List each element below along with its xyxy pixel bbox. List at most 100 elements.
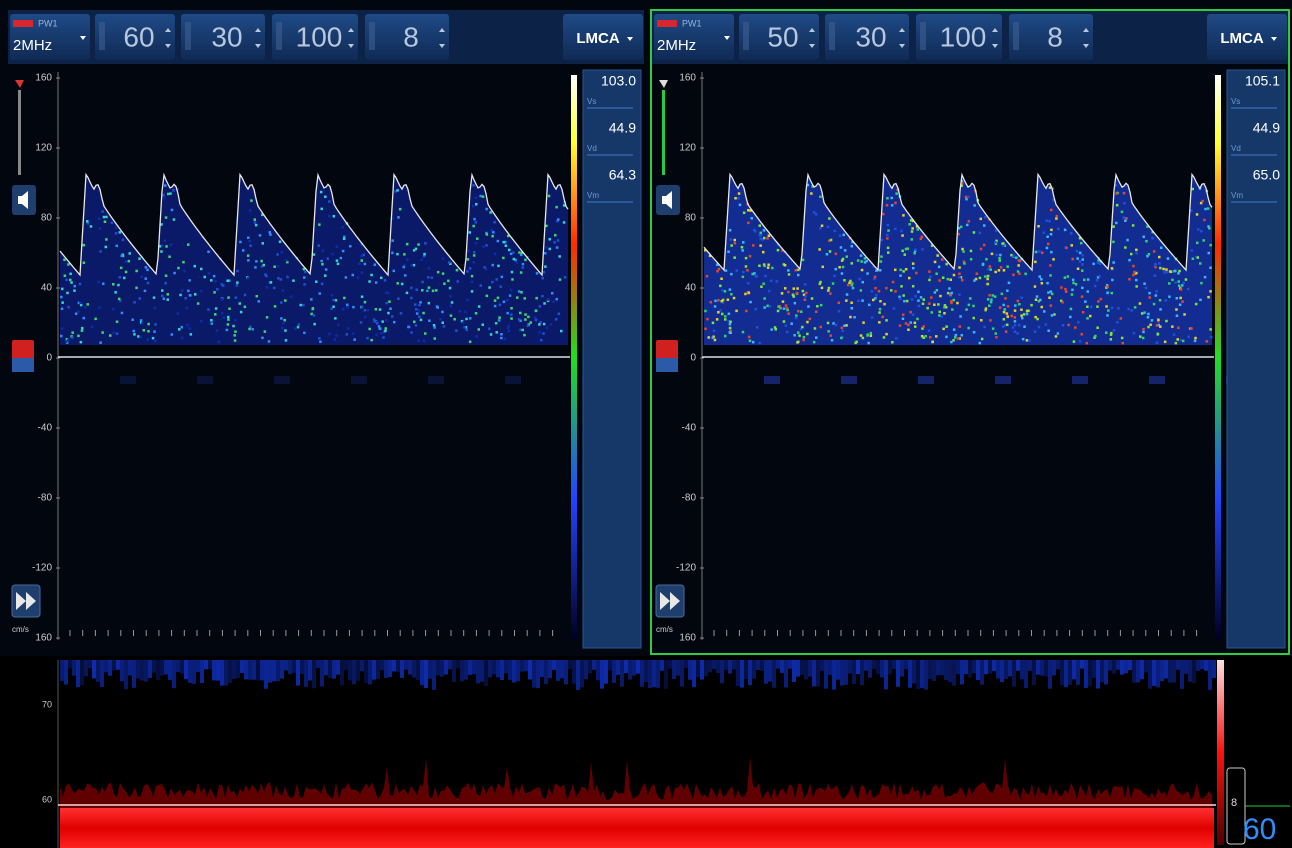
- speckle: [296, 325, 300, 329]
- speckle: [1111, 278, 1114, 282]
- trend-blue: [860, 660, 864, 686]
- speckle: [260, 259, 263, 263]
- control-spinner[interactable]: 8: [365, 14, 449, 60]
- spectrum-speckle: [704, 179, 1213, 345]
- speckle: [800, 310, 803, 313]
- speckle: [502, 256, 505, 260]
- speckle: [717, 311, 720, 314]
- speckle: [949, 278, 952, 281]
- speckle: [928, 302, 931, 305]
- speckle: [1140, 312, 1144, 315]
- speckle: [819, 227, 822, 230]
- speckle: [958, 337, 961, 340]
- speckle: [342, 308, 345, 311]
- speckle: [1061, 324, 1065, 327]
- trend-blue: [556, 660, 560, 681]
- speckle: [1020, 308, 1023, 311]
- vessel-selector[interactable]: LMCA: [563, 14, 643, 60]
- speckle: [1159, 325, 1162, 328]
- speckle: [901, 249, 904, 253]
- control-spinner[interactable]: 50: [739, 14, 819, 60]
- trend-blue: [600, 660, 604, 689]
- speckle: [1200, 229, 1203, 233]
- speckle: [762, 229, 766, 232]
- speckle: [82, 243, 85, 247]
- control-spinner[interactable]: 30: [825, 14, 909, 60]
- speckle: [277, 277, 280, 280]
- speckle: [410, 286, 413, 290]
- speckle: [124, 270, 128, 274]
- speckle: [1050, 292, 1054, 296]
- speckle: [908, 276, 911, 280]
- speckle: [792, 294, 795, 298]
- speckle: [914, 248, 917, 251]
- control-spinner[interactable]: 60: [95, 14, 175, 60]
- speckle: [726, 298, 730, 301]
- speckle: [475, 203, 478, 206]
- spinner-label-mark: [829, 22, 835, 50]
- speckle: [389, 307, 392, 310]
- speckle: [959, 276, 963, 279]
- speckle: [132, 329, 135, 333]
- speckle: [978, 231, 982, 235]
- trend-blue: [296, 660, 300, 686]
- measure-label: Vd: [1231, 144, 1241, 153]
- speckle: [713, 338, 717, 342]
- speckle: [398, 207, 402, 211]
- speckle: [990, 252, 994, 256]
- vessel-selector[interactable]: LMCA: [1207, 14, 1287, 60]
- trend-blue: [504, 660, 508, 674]
- trend-blue: [292, 660, 296, 673]
- speckle: [1070, 244, 1073, 247]
- speckle: [935, 335, 938, 338]
- speckle: [843, 324, 846, 327]
- speckle: [807, 305, 810, 308]
- speckle: [1027, 309, 1031, 313]
- control-spinner[interactable]: 100: [272, 14, 358, 60]
- control-spinner[interactable]: 100: [916, 14, 1002, 60]
- speckle: [70, 281, 73, 284]
- play-icon: [16, 592, 36, 610]
- trend-blue: [1044, 660, 1048, 677]
- speckle: [810, 297, 814, 300]
- speckle: [1002, 269, 1006, 272]
- speckle: [1050, 228, 1053, 232]
- speckle: [879, 300, 882, 303]
- speckle: [1148, 296, 1151, 299]
- speckle: [801, 289, 805, 293]
- speckle: [921, 302, 925, 305]
- speckle: [795, 291, 799, 295]
- speckle: [284, 339, 288, 342]
- speckle: [958, 266, 961, 269]
- trend-blue: [916, 660, 920, 689]
- speckle: [493, 252, 497, 256]
- speckle: [957, 227, 961, 230]
- speckle: [292, 279, 295, 282]
- speckle: [937, 303, 940, 306]
- trend-blue: [1000, 660, 1004, 683]
- speckle: [910, 230, 914, 233]
- speckle: [337, 323, 340, 326]
- speckle: [332, 215, 336, 218]
- speckle: [228, 307, 231, 310]
- speckle: [885, 286, 888, 290]
- speckle: [828, 239, 831, 242]
- trend-blue: [884, 660, 888, 690]
- speckle: [787, 290, 790, 294]
- speckle: [1159, 308, 1162, 311]
- control-spinner[interactable]: 30: [181, 14, 265, 60]
- speckle: [1138, 302, 1142, 305]
- speckle: [808, 317, 812, 321]
- speckle: [998, 257, 1001, 260]
- trend-blue: [704, 660, 708, 677]
- trend-blue: [344, 660, 348, 671]
- speckle: [741, 249, 744, 252]
- speckle: [146, 338, 149, 341]
- speckle: [328, 332, 331, 336]
- speckle: [913, 252, 916, 255]
- trend-blue: [96, 660, 100, 682]
- control-spinner[interactable]: 8: [1009, 14, 1093, 60]
- speckle: [339, 256, 343, 260]
